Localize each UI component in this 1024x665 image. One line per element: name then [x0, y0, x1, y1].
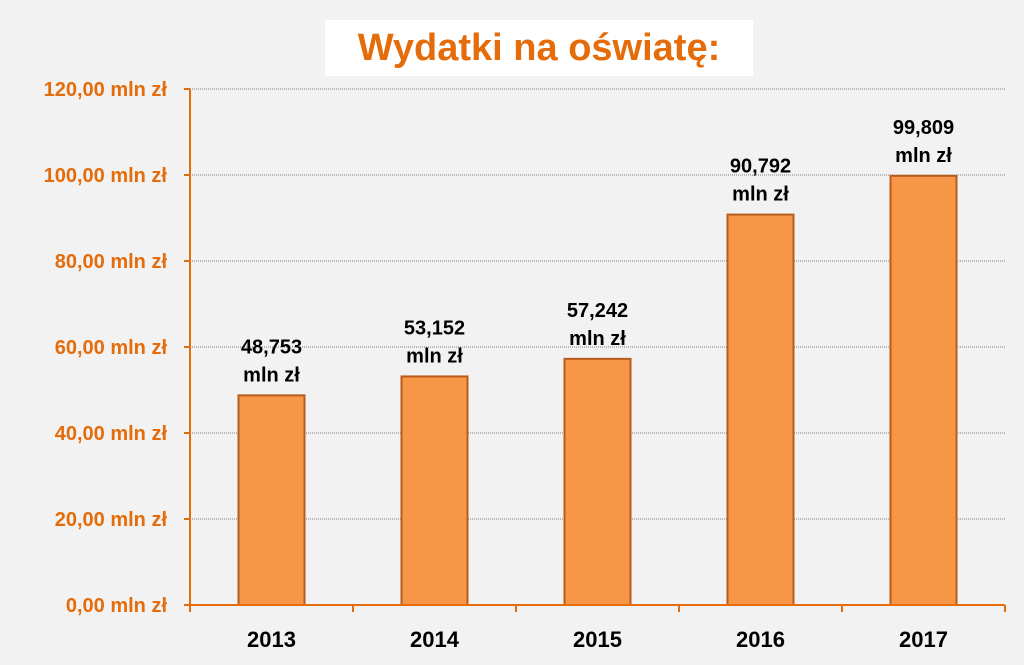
y-tick-label: 0,00 mln zł [66, 595, 168, 617]
data-label-unit: mln zł [569, 328, 626, 350]
x-tick-labels: 2013 2014 2015 2016 2017 [247, 627, 948, 652]
bar [726, 213, 795, 607]
bars [237, 174, 958, 607]
x-tick-label: 2016 [736, 627, 785, 652]
data-label-unit: mln zł [895, 145, 952, 167]
data-label-value: 57,242 [567, 300, 628, 322]
y-tick-label: 60,00 mln zł [55, 337, 168, 359]
bar [400, 375, 469, 607]
y-tick-labels: 0,00 mln zł 20,00 mln zł 40,00 mln zł 60,00… [44, 79, 168, 617]
y-tick-label: 80,00 mln zł [55, 251, 168, 273]
chart-title-box: Wydatki na oświatę: [325, 20, 753, 76]
bar [889, 174, 958, 607]
data-label-value: 90,792 [730, 156, 791, 178]
data-label-value: 99,809 [893, 117, 954, 139]
data-label-unit: mln zł [406, 345, 463, 367]
data-label-value: 48,753 [241, 336, 302, 358]
x-tick-label: 2015 [573, 627, 622, 652]
y-tick-label: 40,00 mln zł [55, 423, 168, 445]
data-label-unit: mln zł [732, 184, 789, 206]
bar [237, 394, 306, 606]
x-tick-label: 2014 [410, 627, 460, 652]
y-tick-label: 120,00 mln zł [44, 79, 168, 101]
data-label-unit: mln zł [243, 364, 300, 386]
y-tick-label: 20,00 mln zł [55, 509, 168, 531]
x-tick-label: 2017 [899, 627, 948, 652]
axes [184, 88, 1006, 612]
x-tick-label: 2013 [247, 627, 296, 652]
chart-title: Wydatki na oświatę: [357, 26, 721, 69]
y-tick-label: 100,00 mln zł [44, 165, 168, 187]
data-labels: 48,753 mln zł 53,152 mln zł 57,242 mln zł 90,7… [241, 117, 954, 387]
data-label-value: 53,152 [404, 317, 465, 339]
bar [563, 357, 632, 606]
